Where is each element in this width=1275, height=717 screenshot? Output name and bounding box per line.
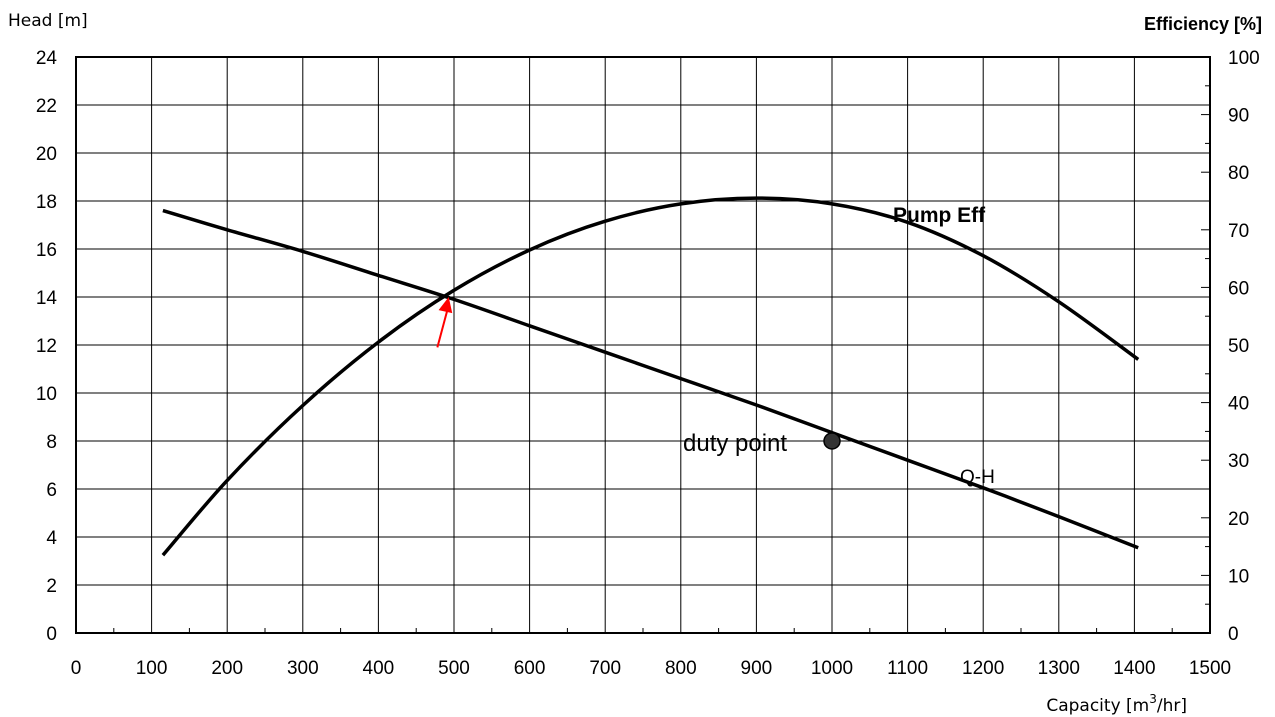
y-right-tick-label: 90 xyxy=(1228,106,1249,127)
series-layer xyxy=(161,196,1140,557)
y-left-tick-label: 0 xyxy=(46,624,57,645)
x-tick-label: 0 xyxy=(71,658,82,679)
y-left-tick-label: 6 xyxy=(46,480,57,501)
y-right-tick-label: 80 xyxy=(1228,163,1249,184)
y-left-tick-label: 4 xyxy=(46,528,57,549)
y-left-tick-label: 14 xyxy=(36,288,58,309)
y-right-tick-label: 70 xyxy=(1228,221,1249,242)
red-arrow-head xyxy=(438,297,453,314)
x-tick-label: 900 xyxy=(741,658,773,679)
red-arrow-shaft xyxy=(436,304,450,348)
y-right-tick-labels: 0 10 20 30 40 50 60 70 80 90 100 xyxy=(1228,48,1260,645)
x-tick-label: 400 xyxy=(363,658,395,679)
duty-point-marker xyxy=(823,432,841,450)
x-tick-label: 1300 xyxy=(1038,658,1080,679)
y-axis-right-title: Efficiency [%] xyxy=(1144,14,1262,34)
x-tick-label: 700 xyxy=(589,658,621,679)
y-right-tick-label: 0 xyxy=(1228,624,1239,645)
y-right-tick-label: 100 xyxy=(1228,48,1260,69)
y-left-tick-label: 8 xyxy=(46,432,57,453)
y-right-tick-label: 30 xyxy=(1228,451,1249,472)
plot-frame xyxy=(75,56,1211,634)
y-right-tick-label: 50 xyxy=(1228,336,1249,357)
duty-point-label: duty point xyxy=(683,430,787,457)
y-right-tick-label: 20 xyxy=(1228,509,1249,530)
x-tick-label: 1500 xyxy=(1189,658,1231,679)
x-tick-label: 100 xyxy=(136,658,168,679)
x-tick-label: 200 xyxy=(211,658,243,679)
y-right-tick-label: 40 xyxy=(1228,394,1249,415)
x-tick-labels: 0 100 200 300 400 500 600 700 800 900 1000 1100 1200… xyxy=(71,658,1231,679)
x-tick-label: 1400 xyxy=(1113,658,1155,679)
x-axis-title: Capacity [m3/hr] xyxy=(1046,692,1187,716)
y-left-tick-label: 12 xyxy=(36,336,57,357)
x-tick-label: 500 xyxy=(438,658,470,679)
x-tick-label: 600 xyxy=(514,658,546,679)
x-tick-label: 1100 xyxy=(887,658,928,679)
y-left-tick-label: 10 xyxy=(36,384,57,405)
pump-eff-label: Pump Eff xyxy=(893,204,986,227)
x-tick-label: 1000 xyxy=(811,658,853,679)
y-left-tick-label: 24 xyxy=(36,48,58,69)
x-tick-label: 1200 xyxy=(962,658,1004,679)
y-right-tick-label: 10 xyxy=(1228,566,1249,587)
y-left-tick-label: 2 xyxy=(46,576,57,597)
x-tick-label: 300 xyxy=(287,658,319,679)
series-line-q-h xyxy=(162,208,1139,550)
series-line-pump-eff xyxy=(161,196,1140,557)
minor-ticks xyxy=(113,56,1210,634)
qh-label: Q-H xyxy=(960,467,995,488)
x-tick-label: 800 xyxy=(665,658,697,679)
y-left-tick-label: 20 xyxy=(36,144,57,165)
y-axis-left-title: Head [m] xyxy=(8,11,88,31)
y-left-tick-label: 18 xyxy=(36,192,57,213)
y-left-tick-label: 16 xyxy=(36,240,57,261)
y-right-tick-label: 60 xyxy=(1228,278,1249,299)
y-left-tick-label: 22 xyxy=(36,96,57,117)
